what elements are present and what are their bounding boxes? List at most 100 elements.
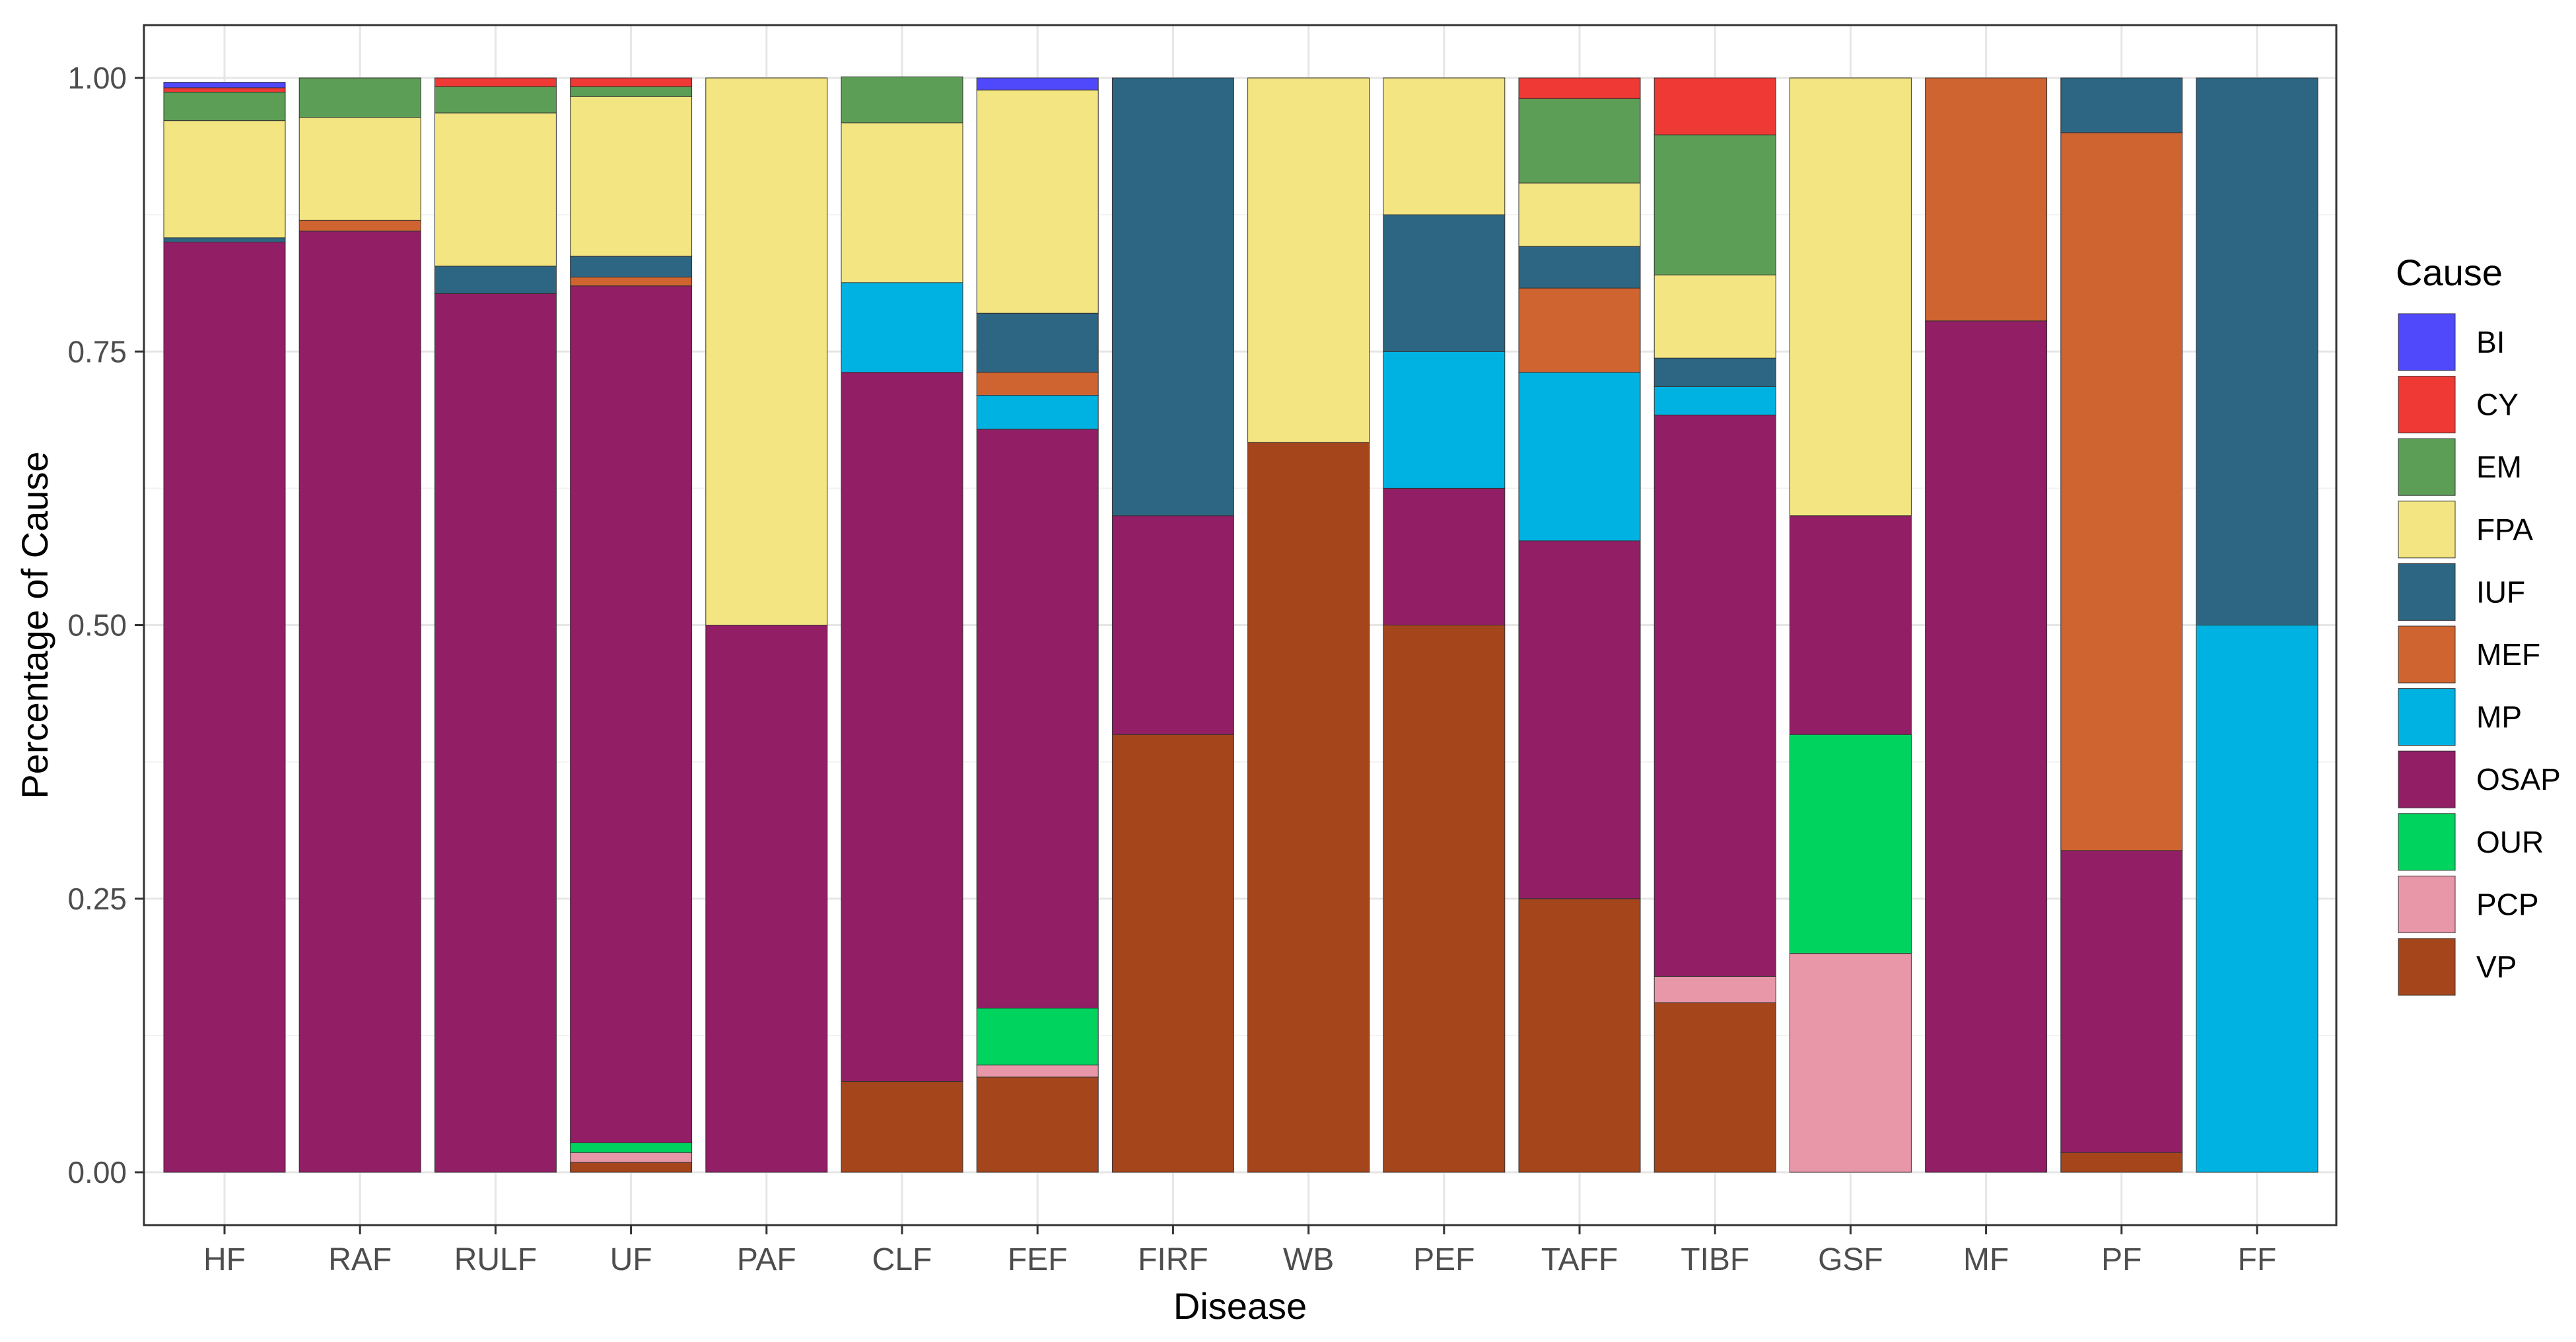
bar-segment-uf-pcp [570, 1152, 693, 1163]
bar-segment-tibf-em [1654, 134, 1776, 275]
bar-segment-hf-iuf [163, 237, 286, 243]
bar-segment-taff-cy [1518, 77, 1641, 99]
legend-key-em [2398, 438, 2456, 496]
legend-key-fpa [2398, 501, 2456, 559]
bar-segment-tibf-iuf [1654, 357, 1776, 387]
bar-segment-tibf-osap [1654, 414, 1776, 977]
bar-segment-clf-em [841, 76, 963, 124]
bar-segment-raf-osap [298, 230, 421, 1173]
bar-segment-rulf-iuf [434, 265, 557, 294]
legend-title: Cause [2396, 252, 2503, 293]
x-tick-label: HF [203, 1242, 246, 1277]
bar-segment-rulf-fpa [434, 112, 557, 267]
y-tick-label: 0.75 [67, 334, 127, 369]
y-axis-title: Percentage of Cause [14, 451, 55, 798]
bar-segment-uf-mef [570, 277, 693, 287]
legend-label-osap: OSAP [2476, 762, 2561, 796]
x-tick-label: TIBF [1681, 1242, 1749, 1277]
legend-label-iuf: IUF [2476, 575, 2525, 609]
legend-key-mef [2398, 625, 2456, 684]
bar-segment-taff-mef [1518, 287, 1641, 373]
bar-segment-taff-em [1518, 98, 1641, 184]
bar-segment-tibf-mp [1654, 386, 1776, 415]
legend-key-our [2398, 813, 2456, 871]
x-tick-label: MF [1963, 1242, 2009, 1277]
bar-segment-ff-mp [2196, 625, 2318, 1173]
bar-segment-rulf-cy [434, 77, 557, 87]
bar-segment-uf-our [570, 1142, 693, 1153]
bar-segment-fef-mp [976, 395, 1099, 430]
bar-segment-pef-iuf [1383, 214, 1506, 352]
x-tick-label: TAFF [1541, 1242, 1618, 1277]
bar-segment-hf-fpa [163, 120, 286, 238]
bar-segment-firf-iuf [1111, 77, 1234, 516]
bar-segment-tibf-pcp [1654, 975, 1776, 1003]
bar-segment-tibf-vp [1654, 1002, 1776, 1173]
bar-segment-fef-osap [976, 429, 1099, 1008]
bar-segment-fef-pcp [976, 1065, 1099, 1078]
bar-segment-pef-vp [1383, 625, 1506, 1173]
bar-segment-uf-fpa [570, 96, 693, 257]
legend-key-mp [2398, 688, 2456, 746]
bar-segment-mf-osap [1925, 320, 2048, 1173]
bar-segment-paf-osap [705, 625, 828, 1173]
bar-segment-rulf-osap [434, 293, 557, 1173]
bar-segment-tibf-cy [1654, 77, 1776, 135]
x-tick-label: FEF [1008, 1242, 1068, 1277]
x-tick-label: RAF [328, 1242, 392, 1277]
bar-segment-paf-fpa [705, 77, 828, 625]
x-tick-label: WB [1283, 1242, 1334, 1277]
bar-segment-fef-mef [976, 372, 1099, 396]
bar-segment-taff-vp [1518, 898, 1641, 1173]
bar-segment-uf-em [570, 86, 693, 97]
bar-segment-wb-fpa [1247, 77, 1370, 443]
x-tick-label: UF [610, 1242, 652, 1277]
bar-segment-pf-osap [2060, 850, 2183, 1153]
legend-key-bi [2398, 313, 2456, 371]
bar-segment-pf-vp [2060, 1152, 2183, 1173]
bar-segment-hf-cy [163, 87, 286, 93]
x-tick-label: RULF [454, 1242, 537, 1277]
bar-segment-taff-iuf [1518, 246, 1641, 289]
x-tick-label: PEF [1413, 1242, 1475, 1277]
legend-key-cy [2398, 376, 2456, 434]
bar-segment-taff-mp [1518, 372, 1641, 542]
bar-segment-hf-bi [163, 82, 286, 88]
bar-segment-gsf-fpa [1789, 77, 1912, 516]
bar-segment-raf-mef [298, 219, 421, 232]
y-tick-label: 0.00 [67, 1155, 127, 1189]
bar-segment-wb-vp [1247, 442, 1370, 1173]
bar-segment-hf-osap [163, 242, 286, 1173]
bar-segment-fef-our [976, 1007, 1099, 1066]
bar-segment-pef-fpa [1383, 77, 1506, 215]
legend-key-vp [2398, 938, 2456, 996]
legend-label-fpa: FPA [2476, 512, 2533, 547]
bar-segment-ff-iuf [2196, 77, 2318, 625]
bar-segment-taff-fpa [1518, 182, 1641, 247]
bar-segment-fef-vp [976, 1077, 1099, 1173]
legend-label-em: EM [2476, 450, 2522, 484]
bar-segment-gsf-our [1789, 734, 1912, 954]
bar-segment-raf-fpa [298, 117, 421, 221]
x-tick-label: FF [2238, 1242, 2277, 1277]
y-tick-label: 0.25 [67, 882, 127, 916]
bar-segment-clf-fpa [841, 122, 963, 283]
x-axis-title: Disease [1173, 1285, 1307, 1327]
axes: 0.00 0.25 0.50 0.75 1.00 HF RAF RULF UF PAF CLF FEF… [67, 61, 2276, 1277]
legend-label-mef: MEF [2476, 637, 2540, 672]
y-tick-label: 1.00 [67, 61, 127, 95]
x-tick-label: CLF [872, 1242, 932, 1277]
bar-segment-gsf-pcp [1789, 953, 1912, 1173]
legend-label-mp: MP [2476, 700, 2522, 734]
bars [163, 76, 2318, 1173]
bar-segment-pef-mp [1383, 351, 1506, 489]
legend-label-pcp: PCP [2476, 887, 2539, 921]
bar-segment-fef-iuf [976, 312, 1099, 373]
bar-segment-taff-osap [1518, 540, 1641, 900]
legend-key-pcp [2398, 875, 2456, 933]
x-tick-label: PF [2101, 1242, 2141, 1277]
y-tick-label: 0.50 [67, 608, 127, 643]
bar-segment-hf-em [163, 92, 286, 122]
